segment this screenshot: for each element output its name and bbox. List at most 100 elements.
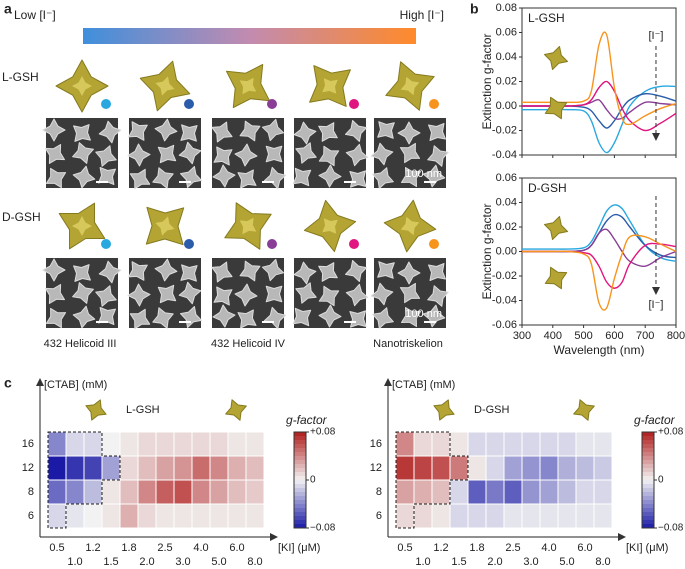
sem-particle (127, 283, 151, 307)
y-tick-label: 0.00 (496, 100, 517, 112)
x-tick-label: 1.8 (121, 542, 136, 554)
y-axis-label: [CTAB] (mM) (44, 379, 107, 391)
colorbar-step (642, 432, 654, 437)
sem-particle (154, 118, 178, 142)
heat-cell (101, 503, 121, 529)
heat-cell (521, 455, 541, 481)
color-dot (429, 99, 439, 109)
colorbar-step (642, 480, 654, 485)
heat-cell (155, 431, 175, 457)
y-tick-label: 0.04 (496, 51, 517, 63)
heat-cell (65, 503, 85, 529)
color-dot (184, 239, 194, 249)
heat-cell (593, 503, 613, 529)
x-tick-label: 4.0 (541, 542, 556, 554)
sem-particle (73, 124, 91, 142)
scale-bar-label: 100 nm (405, 168, 442, 180)
sem-particle (237, 169, 257, 189)
y-axis-label: Extinction g-factor (480, 203, 494, 299)
x-tick-label: 1.0 (67, 556, 82, 568)
sem-particle (239, 120, 261, 142)
sem-particle (45, 144, 65, 164)
heat-cell (47, 431, 67, 457)
x-tick-label: 300 (513, 330, 531, 342)
colorbar-step (642, 484, 654, 489)
series-line (522, 234, 677, 311)
heat-cell (521, 479, 541, 505)
heat-cell (173, 455, 193, 481)
heat-cell (539, 455, 559, 481)
heat-cell (575, 431, 595, 457)
heat-cell (593, 431, 613, 457)
colorbar-step (294, 440, 306, 445)
colorbar-step (294, 524, 306, 529)
sem-particle (427, 145, 449, 167)
sem-particle (180, 124, 198, 142)
x-tick-label: 2.0 (139, 556, 154, 568)
color-dot (101, 239, 111, 249)
x-tick-label: 2.5 (157, 542, 172, 554)
sem-particle (213, 146, 233, 166)
gradient-bar (83, 28, 416, 44)
colorbar-step (294, 476, 306, 481)
colorbar-step (642, 476, 654, 481)
y-tick-label: 0.02 (496, 75, 517, 87)
heat-cell (209, 431, 229, 457)
x-tick-label: 2.5 (505, 542, 520, 554)
heat-cell (191, 455, 211, 481)
sem-particle (427, 285, 449, 307)
sem-particle (345, 143, 369, 167)
sem-particle (178, 141, 202, 165)
colorbar-step (642, 508, 654, 513)
gradient-low: Low [I⁻] (14, 8, 56, 22)
sem-particle (292, 307, 312, 327)
heat-cell (449, 503, 469, 529)
heat-cell (521, 431, 541, 457)
particle-icon (85, 399, 107, 421)
sem-particle (42, 258, 66, 282)
sem-particle (45, 284, 65, 304)
chart-title: D-GSH (528, 181, 567, 195)
heat-cell (395, 431, 415, 457)
row-label: D-GSH (2, 210, 41, 224)
x-tick-label: 6.0 (229, 542, 244, 554)
heat-cell (173, 503, 193, 529)
heat-cell (137, 455, 157, 481)
heat-cell (227, 431, 247, 457)
sem-particle (318, 145, 340, 167)
y-tick-label: -0.04 (492, 149, 517, 161)
y-tick-label: -0.06 (492, 319, 517, 331)
panel-label: c (4, 375, 12, 391)
heat-cell (503, 479, 523, 505)
sem-particle (377, 261, 395, 279)
morphology-label: 432 Helicoid IV (211, 338, 286, 350)
x-tick-label: 0.5 (397, 542, 412, 554)
heat-cell (575, 503, 595, 529)
y-tick-label: 0.02 (496, 221, 517, 233)
heat-cell (83, 479, 103, 505)
colorbar-step (642, 496, 654, 501)
sem-particle (42, 118, 66, 142)
heat-cell (209, 479, 229, 505)
sem-particle (397, 261, 421, 285)
heat-cell (395, 503, 415, 529)
sem-particle (128, 121, 148, 141)
heat-cell (245, 503, 265, 529)
heat-cell (485, 455, 505, 481)
colorbar-step (642, 460, 654, 465)
heat-cell (137, 503, 157, 529)
sem-particle (154, 258, 178, 282)
series-line (522, 80, 677, 132)
heat-cell (575, 479, 595, 505)
sem-particle (127, 143, 151, 167)
x-tick-label: 6.0 (577, 542, 592, 554)
heat-cell (467, 431, 487, 457)
heat-cell (467, 479, 487, 505)
color-dot (101, 99, 111, 109)
heat-cell (395, 455, 415, 481)
color-dot (184, 99, 194, 109)
x-tick-label: 5.0 (211, 556, 226, 568)
sem-particle (370, 142, 394, 166)
particle-highlight (322, 218, 338, 234)
colorbar-step (294, 520, 306, 525)
